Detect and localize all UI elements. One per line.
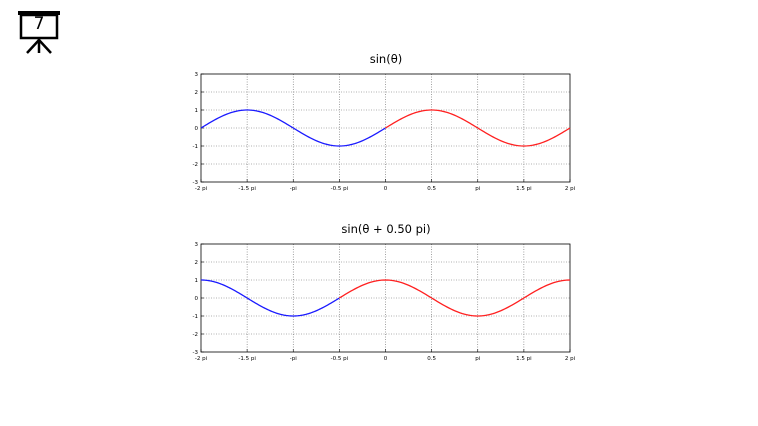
sine-chart-plot: -2 pi -1.5 pi -pi -0.5 pi 0 0.5 pi 1.5 pi 2 pi 3 2… bbox=[193, 72, 576, 192]
x-tick-label: -1.5 pi bbox=[238, 356, 256, 362]
sine-chart: sin(θ) -2 pi -1.5 pi -pi -0.5 pi 0 0.5 pi 1.5 p… bbox=[190, 52, 582, 202]
shifted-sine-chart: sin(θ + 0.50 pi) -2 pi -1.5 pi -pi -0.5 pi 0… bbox=[190, 222, 582, 372]
y-tick-label: -2 bbox=[193, 162, 198, 168]
y-tick-label: 3 bbox=[195, 242, 199, 248]
y-tick-label: -1 bbox=[193, 314, 198, 320]
y-tick-label: -1 bbox=[193, 144, 198, 150]
x-tick-label: -1.5 pi bbox=[238, 186, 256, 192]
chart-title: sin(θ) bbox=[369, 52, 403, 66]
slide-number: 7 bbox=[33, 14, 45, 34]
y-tick-label: -3 bbox=[193, 180, 199, 186]
y-tick-label: 1 bbox=[195, 108, 199, 114]
y-tick-label: 0 bbox=[195, 296, 199, 302]
y-tick-label: -2 bbox=[193, 332, 198, 338]
x-tick-label: 0.5 bbox=[427, 356, 436, 362]
presentation-board-icon: 7 bbox=[16, 8, 62, 56]
presentation-board-icon-graphic bbox=[18, 11, 60, 54]
x-tick-label: -0.5 pi bbox=[331, 356, 349, 362]
y-tick-label: 1 bbox=[195, 278, 199, 284]
y-tick-label: -3 bbox=[193, 350, 199, 356]
x-tick-label: 2 pi bbox=[565, 186, 576, 192]
x-tick-label: -pi bbox=[290, 356, 297, 362]
x-tick-label: 0.5 bbox=[427, 186, 436, 192]
x-tick-label: -pi bbox=[290, 186, 297, 192]
x-tick-label: 2 pi bbox=[565, 356, 576, 362]
y-tick-label: 2 bbox=[195, 90, 199, 96]
x-tick-label: 0 bbox=[384, 356, 388, 362]
shifted-sine-chart-plot: -2 pi -1.5 pi -pi -0.5 pi 0 0.5 pi 1.5 pi 2 pi 3 2… bbox=[193, 242, 576, 362]
chart-title: sin(θ + 0.50 pi) bbox=[341, 222, 431, 236]
x-tick-label: -2 pi bbox=[195, 356, 208, 362]
series-line-red bbox=[339, 279, 571, 317]
x-tick-label: -0.5 pi bbox=[331, 186, 349, 192]
x-tick-label: 1.5 pi bbox=[516, 186, 532, 192]
x-tick-label: pi bbox=[475, 356, 480, 362]
x-tick-label: 1.5 pi bbox=[516, 356, 532, 362]
series-line-red bbox=[385, 109, 571, 147]
x-tick-label: pi bbox=[475, 186, 480, 192]
series-line-blue bbox=[200, 109, 386, 147]
x-tick-label: -2 pi bbox=[195, 186, 208, 192]
x-tick-label: 0 bbox=[384, 186, 388, 192]
y-tick-label: 0 bbox=[195, 126, 199, 132]
series-line-blue bbox=[200, 279, 340, 317]
y-tick-label: 2 bbox=[195, 260, 199, 266]
y-tick-label: 3 bbox=[195, 72, 199, 78]
